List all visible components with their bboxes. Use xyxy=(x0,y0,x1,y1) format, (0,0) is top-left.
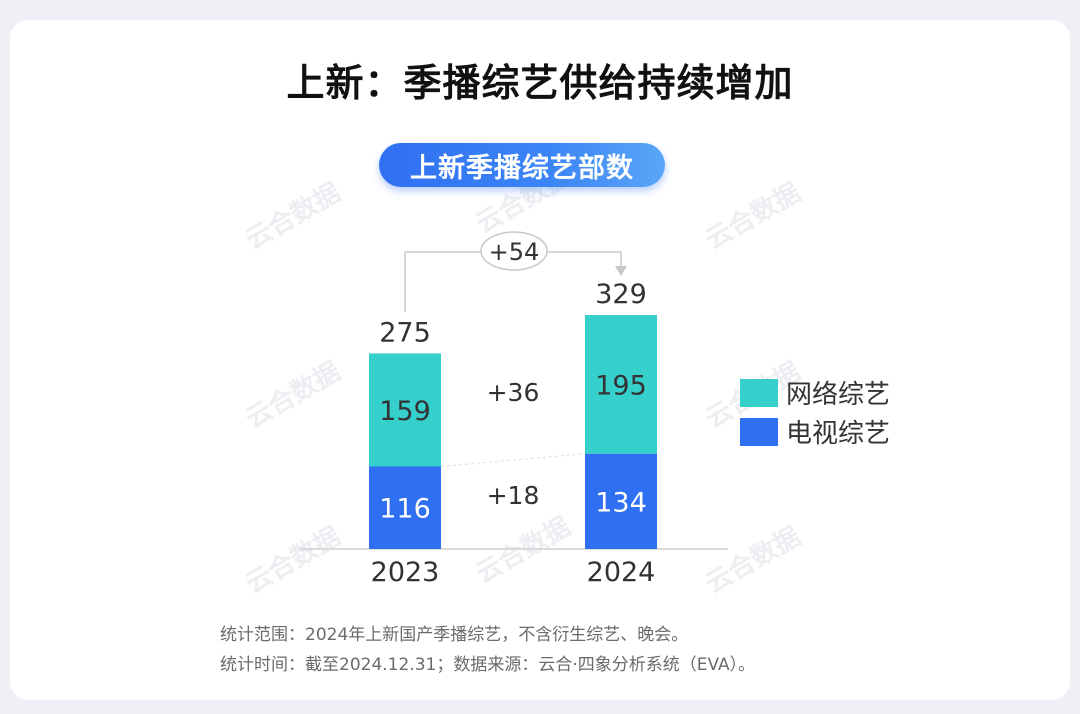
network-change-label: +36 xyxy=(487,378,540,407)
bar-tv-2024 xyxy=(585,453,657,549)
data-label-network-2023: 159 xyxy=(379,396,431,427)
tv-top-connector xyxy=(440,453,586,467)
total-label-2023: 275 xyxy=(379,317,431,348)
x-tick-label-2024: 2024 xyxy=(587,557,656,588)
total-label-2024: 329 xyxy=(595,279,647,310)
footnote-source: 统计时间：截至2024.12.31；数据来源：云合·四象分析系统（EVA）。 xyxy=(220,655,756,675)
chart-subtitle: 上新季播综艺部数 xyxy=(410,152,634,184)
bar-network-2024 xyxy=(585,315,657,454)
tv-change-label: +18 xyxy=(487,481,540,510)
footnote-scope: 统计范围：2024年上新国产季播综艺，不含衍生综艺、晚会。 xyxy=(220,625,689,645)
legend-swatch-tv xyxy=(740,418,778,446)
total-change-bubble xyxy=(480,231,548,271)
chart-card xyxy=(10,20,1070,700)
chart-title: 上新：季播综艺供给持续增加 xyxy=(286,61,794,105)
bar-network-2023 xyxy=(369,353,441,467)
data-label-network-2024: 195 xyxy=(595,370,647,401)
bar-tv-2023 xyxy=(369,466,441,549)
legend-label-tv: 电视综艺 xyxy=(786,419,890,449)
chart-subtitle-pill: 上新季播综艺部数 xyxy=(379,143,665,187)
x-tick-label-2023: 2023 xyxy=(371,557,440,588)
data-label-tv-2023: 116 xyxy=(379,494,431,525)
data-label-tv-2024: 134 xyxy=(595,487,647,518)
legend-label-network: 网络综艺 xyxy=(786,380,890,410)
total-change-label: +54 xyxy=(489,238,540,266)
legend-swatch-network xyxy=(740,379,778,407)
total-change-arrow xyxy=(615,266,627,276)
